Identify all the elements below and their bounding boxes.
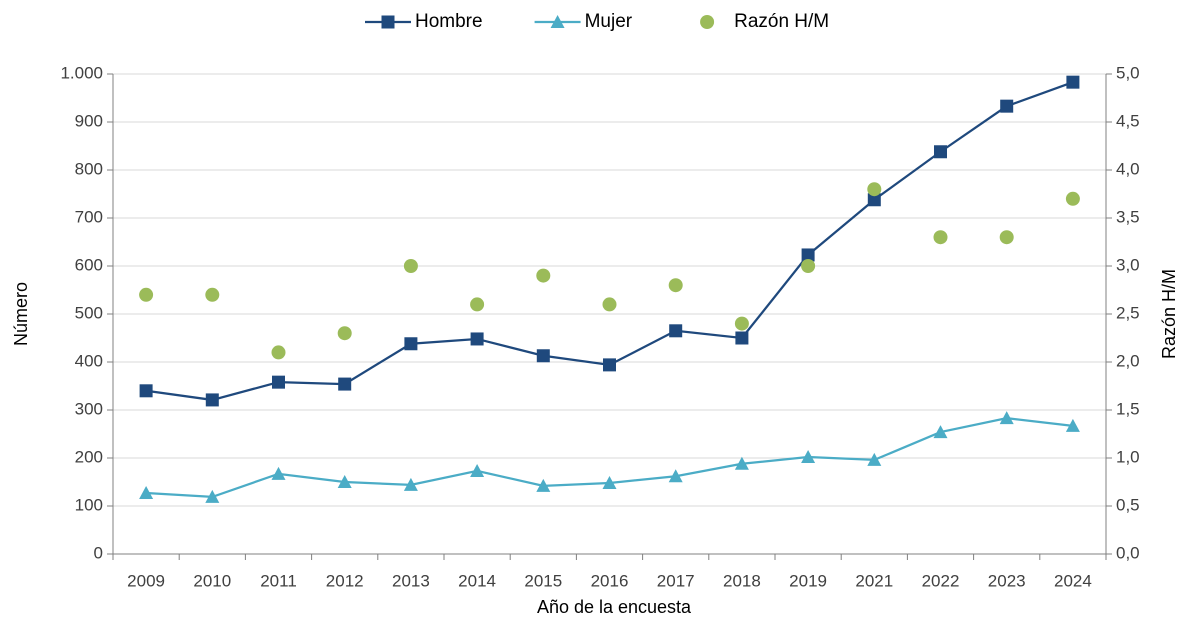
marker	[801, 450, 816, 464]
marker	[205, 287, 220, 302]
x-tick-label: 2013	[392, 571, 430, 590]
marker	[272, 375, 285, 389]
marker	[602, 475, 617, 489]
marker	[1065, 191, 1080, 206]
y2-tick-label: 4,0	[1116, 159, 1140, 178]
marker	[1065, 418, 1080, 432]
marker	[999, 230, 1014, 245]
y-tick-label: 800	[75, 159, 103, 178]
marker	[801, 259, 816, 273]
marker	[735, 331, 749, 345]
y-tick-label: 1.000	[60, 63, 103, 82]
x-tick-label: 2018	[723, 571, 761, 590]
marker	[933, 230, 948, 245]
y-tick-label: 500	[75, 303, 103, 322]
marker	[536, 478, 551, 492]
marker	[470, 463, 485, 477]
marker	[867, 193, 881, 207]
y2-axis-title: Razón H/M	[1159, 269, 1179, 359]
y-tick-label: 100	[75, 495, 103, 514]
x-tick-label: 2021	[855, 571, 893, 590]
y2-tick-label: 5,0	[1116, 63, 1140, 82]
x-axis-title: Año de la encuesta	[537, 597, 692, 617]
marker	[205, 393, 219, 407]
y-tick-label: 700	[75, 207, 103, 226]
marker	[337, 326, 352, 341]
legend-label: Hombre	[415, 11, 483, 32]
y2-tick-label: 1,0	[1116, 447, 1140, 466]
marker	[1000, 99, 1014, 113]
marker	[470, 297, 485, 312]
x-tick-label: 2014	[458, 571, 496, 590]
marker	[139, 486, 154, 500]
marker	[403, 259, 418, 273]
marker	[734, 316, 749, 331]
marker	[668, 469, 683, 483]
marker	[603, 358, 616, 372]
y2-tick-label: 2,0	[1116, 351, 1140, 370]
legend-marker	[700, 15, 715, 29]
x-tick-label: 2010	[193, 571, 231, 590]
marker	[669, 324, 683, 338]
y2-tick-label: 3,5	[1116, 207, 1140, 226]
x-tick-label: 2012	[326, 571, 364, 590]
marker	[271, 345, 286, 360]
marker	[139, 287, 154, 302]
x-tick-label: 2015	[524, 571, 562, 590]
x-tick-label: 2017	[657, 571, 695, 590]
marker	[536, 349, 550, 363]
x-tick-label: 2016	[591, 571, 629, 590]
marker	[139, 384, 153, 398]
y-tick-label: 600	[75, 255, 103, 274]
y2-tick-label: 3,0	[1116, 255, 1140, 274]
legend-label: Razón H/M	[734, 11, 829, 32]
y2-tick-label: 2,5	[1116, 303, 1140, 322]
x-tick-label: 2011	[260, 571, 297, 590]
marker	[934, 145, 947, 159]
x-tick-label: 2019	[789, 571, 827, 590]
marker	[403, 477, 418, 491]
marker	[867, 452, 882, 466]
legend-label: Mujer	[585, 11, 633, 32]
marker	[933, 425, 948, 439]
marker	[801, 248, 815, 262]
y2-tick-label: 4,5	[1116, 111, 1140, 130]
y-tick-label: 0	[94, 543, 103, 562]
marker	[867, 182, 882, 197]
marker	[734, 456, 749, 470]
marker	[536, 268, 551, 283]
x-tick-label: 2022	[922, 571, 960, 590]
y-tick-label: 400	[75, 351, 103, 370]
x-tick-label: 2024	[1054, 571, 1092, 590]
x-tick-label: 2009	[127, 571, 165, 590]
marker	[1066, 75, 1080, 89]
x-tick-label: 2023	[988, 571, 1026, 590]
y-tick-label: 900	[75, 111, 103, 130]
y2-tick-label: 0,0	[1116, 543, 1140, 562]
marker	[205, 489, 220, 503]
marker	[338, 377, 352, 391]
y-tick-label: 300	[75, 399, 103, 418]
legend-marker	[381, 15, 395, 29]
marker	[337, 475, 352, 488]
marker	[602, 297, 617, 312]
marker	[668, 278, 683, 293]
y-tick-label: 200	[75, 447, 103, 466]
y-axis-title: Número	[11, 282, 31, 346]
y2-tick-label: 0,5	[1116, 495, 1140, 514]
marker	[404, 337, 418, 351]
legend-marker	[550, 15, 565, 28]
y2-tick-label: 1,5	[1116, 399, 1140, 418]
marker	[470, 332, 484, 346]
marker	[999, 411, 1014, 425]
marker	[271, 466, 286, 480]
